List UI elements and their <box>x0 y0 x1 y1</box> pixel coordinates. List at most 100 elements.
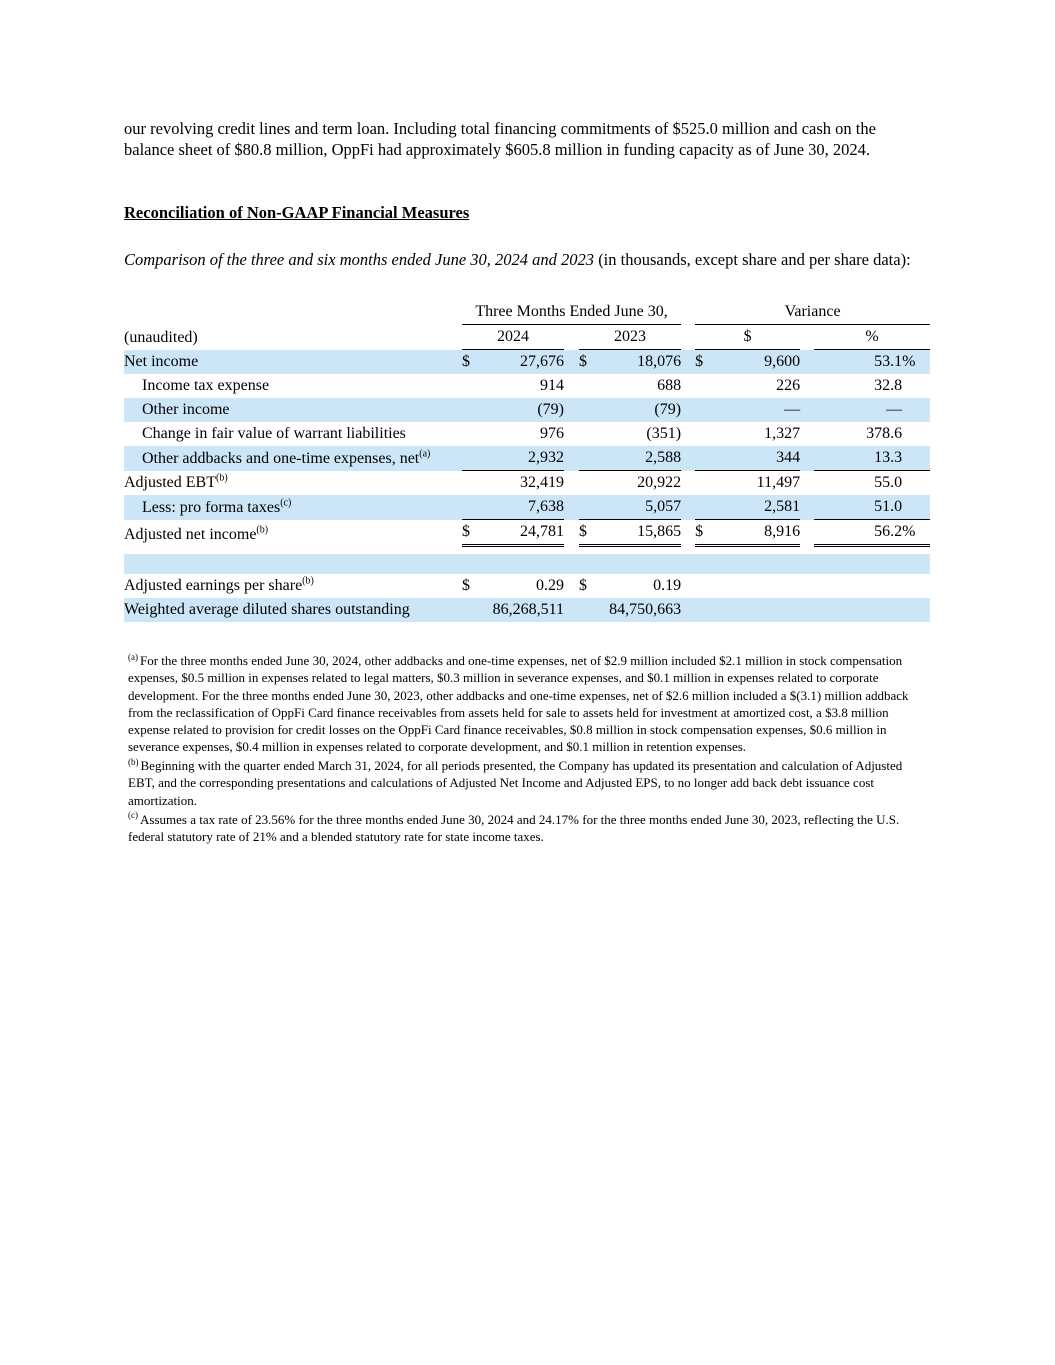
value-variance-dollar: 226 <box>776 377 801 395</box>
percent-sign <box>902 598 930 622</box>
table-row: Change in fair value of warrant liabilit… <box>124 422 930 446</box>
table-row: Less: pro forma taxes(c) 7,638 5,057 2,581 5… <box>124 495 931 521</box>
value-2024: 0.29 <box>536 577 564 595</box>
value-variance-dollar: 1,327 <box>764 425 801 443</box>
gap-cell <box>564 520 579 547</box>
gap-cell <box>564 374 579 398</box>
value-variance-percent: 51.0 <box>814 495 903 521</box>
col-header-gap-cell <box>564 325 579 350</box>
currency-sign-2023 <box>579 398 597 422</box>
gap-cell <box>681 471 695 495</box>
currency-sign-2023 <box>579 471 597 495</box>
value-2024: 976 <box>540 425 564 443</box>
currency-sign-2024 <box>462 446 480 472</box>
col-header-variance-dollar: $ <box>695 325 801 351</box>
footnote-a-text: For the three months ended June 30, 2024… <box>128 653 909 755</box>
table-spacer-row <box>124 547 930 554</box>
currency-sign-variance <box>695 574 713 598</box>
currency-sign-variance: $ <box>695 353 704 371</box>
section-heading: Reconciliation of Non-GAAP Financial Mea… <box>124 202 470 222</box>
row-label: Net income <box>124 353 199 371</box>
row-label: Change in fair value of warrant liabilit… <box>142 425 406 443</box>
footnote-c: (c) Assumes a tax rate of 23.56% for the … <box>128 811 930 845</box>
gap-cell <box>564 422 579 446</box>
row-label: Adjusted EBT(b) <box>124 472 228 492</box>
currency-sign-variance <box>695 495 714 521</box>
gap-cell <box>800 422 814 446</box>
value-variance-dollar: 9,600 <box>764 353 801 371</box>
table-row: Adjusted earnings per share(b) $0.29 $0.19 <box>124 574 930 598</box>
currency-sign-2023: $ <box>579 577 587 595</box>
table-row: Net income $27,676 $18,076 $9,600 53.1% <box>124 350 931 375</box>
value-2024: 86,268,511 <box>492 601 564 619</box>
intro-paragraph: our revolving credit lines and term loan… <box>124 119 876 160</box>
row-label: Other income <box>142 401 230 419</box>
table-row: Adjusted net income(b) $24,781 $15,865 $8,9… <box>124 520 931 548</box>
value-2024: 32,419 <box>520 474 564 492</box>
table-group-header-row: Three Months Ended June 30, Variance <box>124 300 931 326</box>
currency-sign-2024 <box>462 598 480 622</box>
value-variance-percent: 56.2 <box>814 520 903 548</box>
currency-sign-2024: $ <box>462 577 470 595</box>
currency-sign-variance <box>695 374 713 398</box>
gap-cell <box>564 574 579 598</box>
percent-sign: % <box>902 353 916 371</box>
gap-cell <box>800 446 814 471</box>
percent-sign <box>902 574 930 598</box>
gap-cell <box>564 350 579 374</box>
group-header-variance: Variance <box>695 300 931 326</box>
group-header-empty-cell <box>124 300 462 325</box>
value-2024: 24,781 <box>480 520 564 548</box>
footnote-b: (b) Beginning with the quarter ended Marc… <box>128 757 930 808</box>
value-variance-percent <box>814 598 902 622</box>
gap-cell <box>800 398 814 422</box>
gap-cell <box>681 374 695 398</box>
row-label: Weighted average diluted shares outstand… <box>124 601 410 619</box>
value-variance-dollar: 8,916 <box>713 520 801 548</box>
value-2023: 5,057 <box>597 495 682 521</box>
col-header-2024: 2024 <box>462 325 564 351</box>
gap-cell <box>681 574 695 598</box>
value-2024: 914 <box>540 377 564 395</box>
percent-sign <box>902 495 931 521</box>
table-row: Weighted average diluted shares outstand… <box>124 598 931 623</box>
gap-cell <box>681 520 695 547</box>
value-2023: (79) <box>654 401 682 419</box>
value-variance-dollar: 11,497 <box>756 474 801 492</box>
value-variance-percent: 32.8 <box>874 377 903 395</box>
gap-cell <box>681 398 695 422</box>
gap-cell <box>564 446 579 471</box>
currency-sign-2024 <box>462 398 480 422</box>
value-variance-dollar <box>713 574 800 598</box>
value-variance-percent: — <box>886 401 903 419</box>
currency-sign-2023 <box>579 446 597 472</box>
currency-sign-variance <box>695 598 713 622</box>
value-2023: 20,922 <box>637 474 682 492</box>
value-2024: 2,932 <box>480 446 564 472</box>
spacer-cell <box>124 554 930 574</box>
percent-sign: % <box>902 520 931 548</box>
row-label: Income tax expense <box>142 377 270 395</box>
footnote-a-marker: (a) <box>128 651 138 662</box>
currency-sign-variance <box>695 422 713 446</box>
footnote-c-text: Assumes a tax rate of 23.56% for the thr… <box>128 811 900 844</box>
gap-cell <box>800 495 814 520</box>
currency-sign-2024 <box>462 374 480 398</box>
value-variance-percent <box>814 574 902 598</box>
table-row: Adjusted EBT(b) 32,419 20,922 11,497 55.0 <box>124 471 930 495</box>
value-variance-percent: 53.1 <box>874 353 903 371</box>
table-row: Other addbacks and one-time expenses, ne… <box>124 446 931 472</box>
group-header-gap-cell <box>681 300 695 325</box>
document-page: our revolving credit lines and term loan… <box>124 119 931 845</box>
footnote-a: (a) For the three months ended June 30, 2… <box>128 652 930 755</box>
percent-sign <box>902 374 930 398</box>
value-2023: (351) <box>646 425 682 443</box>
value-2023: 688 <box>657 377 682 395</box>
reconciliation-table: Three Months Ended June 30, Variance (un… <box>124 300 931 623</box>
gap-cell <box>681 422 695 446</box>
row-label: Adjusted net income(b) <box>124 524 269 544</box>
gap-cell <box>800 574 814 598</box>
percent-sign <box>902 398 930 422</box>
currency-sign-2024 <box>462 471 480 495</box>
gap-cell <box>564 495 579 520</box>
